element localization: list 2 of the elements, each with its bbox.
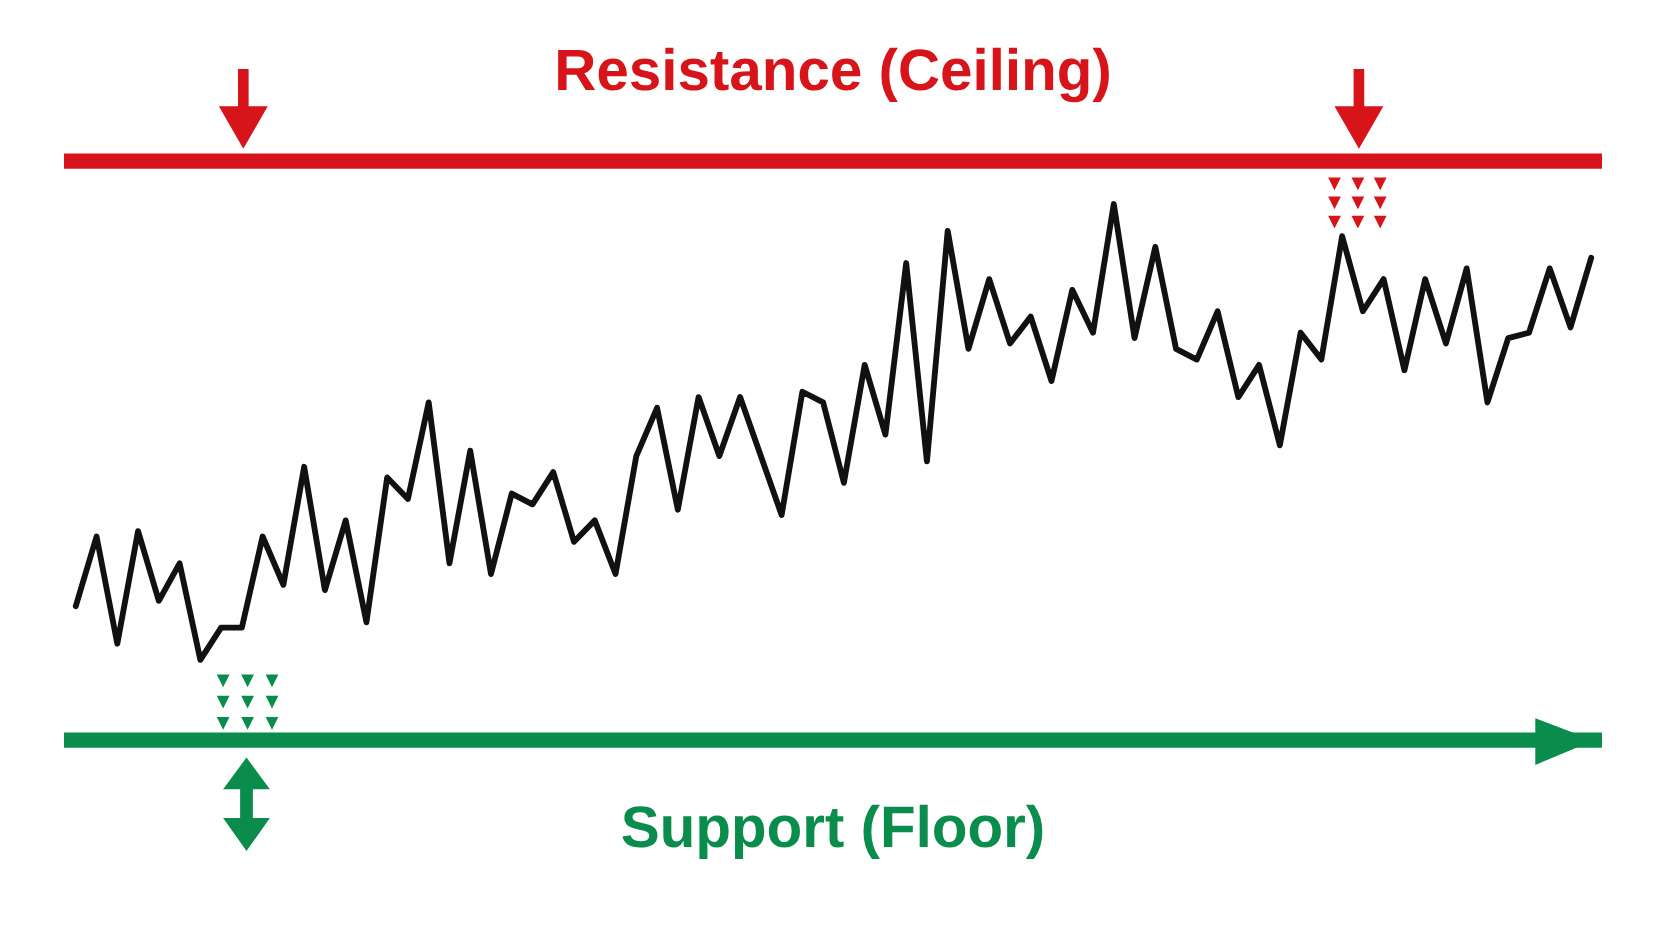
ref-line-label: Resistance (Ceiling)	[558, 47, 1109, 103]
ref-line-label: Support (Floor)	[622, 804, 1043, 860]
